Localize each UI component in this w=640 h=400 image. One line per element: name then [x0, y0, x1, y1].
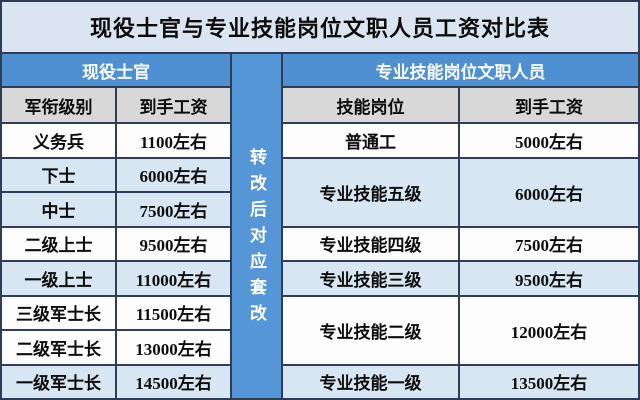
table-grid: 现役士官 转改后对应套改 专业技能岗位文职人员 军衔级别 到手工资 技能岗位 到…	[2, 54, 638, 398]
right-salary-cell: 7500左右	[460, 227, 638, 260]
right-position-cell: 专业技能一级	[283, 365, 458, 398]
left-salary-cell: 11000左右	[117, 262, 230, 295]
right-salary-cell: 6000左右	[460, 158, 638, 226]
right-salary-cell: 5000左右	[460, 124, 638, 157]
left-salary-cell: 7500左右	[117, 193, 230, 226]
left-rank-cell: 一级上士	[2, 262, 115, 295]
left-rank-cell: 义务兵	[2, 124, 115, 157]
right-salary-cell: 9500左右	[460, 262, 638, 295]
left-section-header: 现役士官	[2, 54, 230, 86]
left-salary-cell: 1100左右	[117, 124, 230, 157]
left-col-header-salary: 到手工资	[117, 88, 230, 122]
left-col-header-rank: 军衔级别	[2, 88, 115, 122]
left-salary-cell: 11500左右	[117, 296, 230, 329]
left-rank-cell: 下士	[2, 158, 115, 191]
left-salary-cell: 14500左右	[117, 365, 230, 398]
right-position-cell: 专业技能二级	[283, 296, 458, 364]
left-salary-cell: 6000左右	[117, 158, 230, 191]
middle-connector-banner: 转改后对应套改	[232, 54, 281, 398]
right-section-header: 专业技能岗位文职人员	[283, 54, 638, 86]
right-salary-cell: 12000左右	[460, 296, 638, 364]
right-position-cell: 专业技能三级	[283, 262, 458, 295]
page-title: 现役士官与专业技能岗位文职人员工资对比表	[2, 2, 638, 54]
left-rank-cell: 一级军士长	[2, 365, 115, 398]
left-salary-cell: 13000左右	[117, 331, 230, 364]
left-salary-cell: 9500左右	[117, 227, 230, 260]
left-rank-cell: 二级上士	[2, 227, 115, 260]
left-rank-cell: 二级军士长	[2, 331, 115, 364]
right-col-header-salary: 到手工资	[460, 88, 638, 122]
right-col-header-position: 技能岗位	[283, 88, 458, 122]
right-position-cell: 普通工	[283, 124, 458, 157]
left-rank-cell: 中士	[2, 193, 115, 226]
right-position-cell: 专业技能五级	[283, 158, 458, 226]
right-salary-cell: 13500左右	[460, 365, 638, 398]
right-position-cell: 专业技能四级	[283, 227, 458, 260]
left-rank-cell: 三级军士长	[2, 296, 115, 329]
